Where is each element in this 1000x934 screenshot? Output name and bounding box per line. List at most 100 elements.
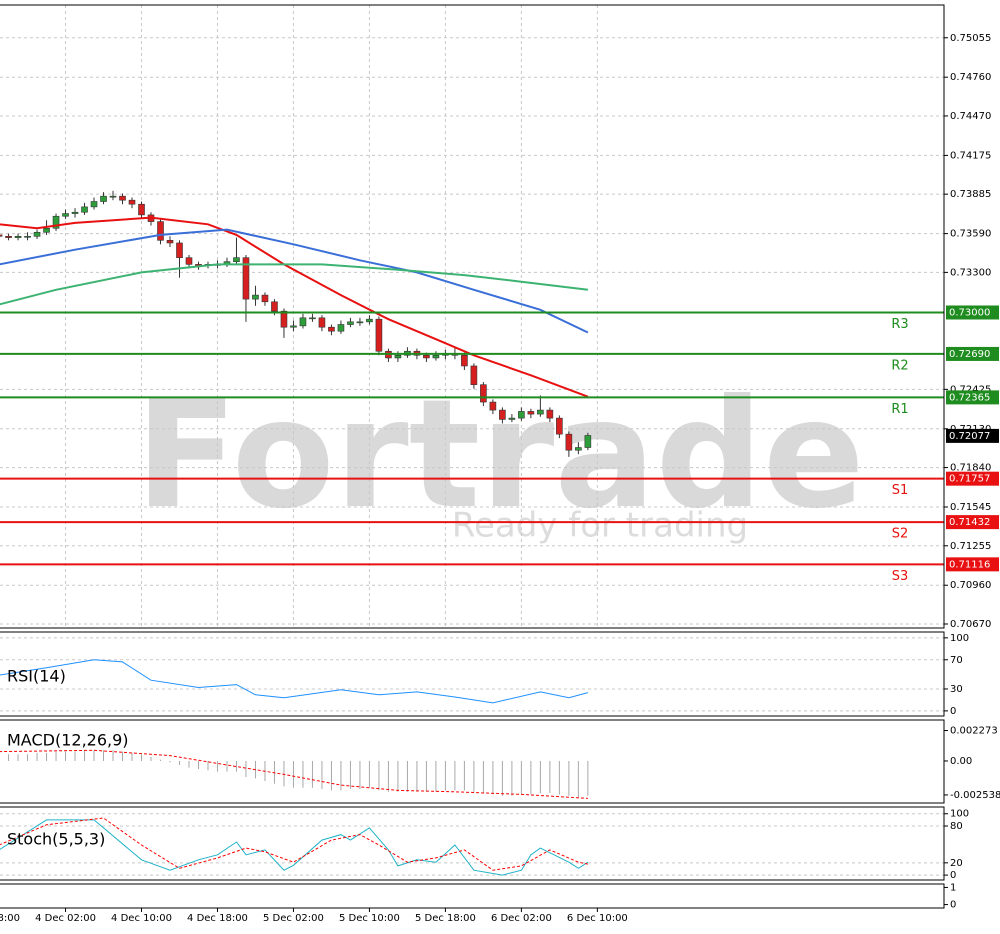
histogram-bar [93,750,95,761]
panel: 100 70 30 0 RSI(14) [0,631,969,717]
histogram-bar [549,760,551,794]
histogram-bar [122,751,124,761]
candle-body [290,325,297,328]
candle-body [375,318,383,352]
histogram-bar [226,760,228,772]
level-price-box [946,305,999,320]
current-price-label: 0.72077 [949,431,990,442]
x-tick-label: 5 Dec 02:00 [263,913,324,924]
candle-body [271,301,278,312]
histogram-bar [577,760,579,798]
y-tick-label: 0 [950,900,956,911]
level-price-box [946,346,999,361]
x-tick-label: 4 Dec 10:00 [111,913,172,924]
histogram-bar [387,760,389,792]
candle-body [100,195,107,202]
candle-body [328,326,335,332]
candle-body [233,257,240,262]
candle-body [33,231,41,237]
candle-body [565,433,573,451]
histogram-bar [501,760,503,796]
x-tick-label: 6 Dec 10:00 [567,913,628,924]
histogram-bar [169,760,171,763]
histogram-bar [444,760,446,791]
y-tick-label: 0 [950,870,956,881]
candle-body [109,195,117,198]
level-price-box [946,471,999,486]
candle-body [575,447,582,451]
histogram-bar [454,760,456,791]
plot-area [0,637,944,712]
candle-body [356,321,364,324]
candle-body [309,317,316,320]
histogram-bar [207,760,209,771]
y-tick-label: 0.00 [950,756,972,767]
histogram-bar [558,760,560,795]
y-tick-label: 0.002273 [950,726,998,737]
candle-body [128,199,136,205]
candle-body [252,294,259,300]
level-name: R2 [891,358,908,373]
candle-body [43,227,50,233]
candle-body [470,365,478,385]
level-price-label: 0.71116 [949,559,990,570]
histogram-bar [359,760,361,790]
histogram-bar [530,760,532,795]
level-price-label: 0.72690 [949,349,990,360]
level-price-label: 0.73000 [949,307,990,318]
y-tick-label: 80 [950,821,963,832]
y-tick-label: 20 [950,858,963,869]
x-tick-label: 4 Dec 18:00 [187,913,248,924]
candle-body [432,354,440,359]
histogram-bar [188,760,190,768]
y-tick-label: 0.73300 [950,267,991,278]
series-line [0,228,589,334]
candle-body [366,318,373,323]
candle-body [423,354,430,359]
candle-body [52,215,60,229]
histogram-bar [473,760,475,792]
histogram-bar [463,760,465,791]
y-tick-label: 0 [950,706,956,717]
histogram-bar [539,760,541,794]
level-name: R3 [891,317,908,332]
candle-body [584,435,592,448]
histogram-bar [492,760,494,795]
y-tick-label: 0.75055 [950,33,991,44]
y-tick-label: 0.71545 [950,502,991,513]
histogram-bar [397,760,399,792]
panel: 0.002273 0.00 -0.002538 MACD(12,26,9) [0,719,1000,804]
series-line [0,817,588,871]
candle-body [280,310,288,328]
level-name: R1 [891,402,908,417]
candle-body [347,321,354,325]
candle-body [518,411,525,419]
histogram-bar [416,760,418,792]
candle-body [157,221,164,241]
candle-body [508,417,516,420]
y-tick-label: 0.74760 [950,72,991,83]
level-name: S3 [892,569,909,584]
x-tick-label: 3 Dec 18:00 [0,913,20,924]
candle-body [0,234,3,237]
histogram-bar [131,752,133,761]
histogram-bar [84,750,86,761]
candle-body [71,211,79,214]
histogram-bar [103,750,105,761]
histogram-bar [65,751,67,761]
histogram-bar [321,760,323,790]
histogram-bar [292,760,294,788]
candle-body [556,417,563,435]
histogram-bar [150,756,152,761]
histogram-bar [311,760,313,788]
y-tick-label: 0.72425 [950,384,991,395]
candle-body [14,235,22,238]
y-tick-label: 0.70960 [950,580,991,591]
candle-body [394,354,402,359]
panel-border [0,4,945,629]
y-tick-label: 0.70670 [950,619,991,630]
histogram-bar [406,760,408,792]
